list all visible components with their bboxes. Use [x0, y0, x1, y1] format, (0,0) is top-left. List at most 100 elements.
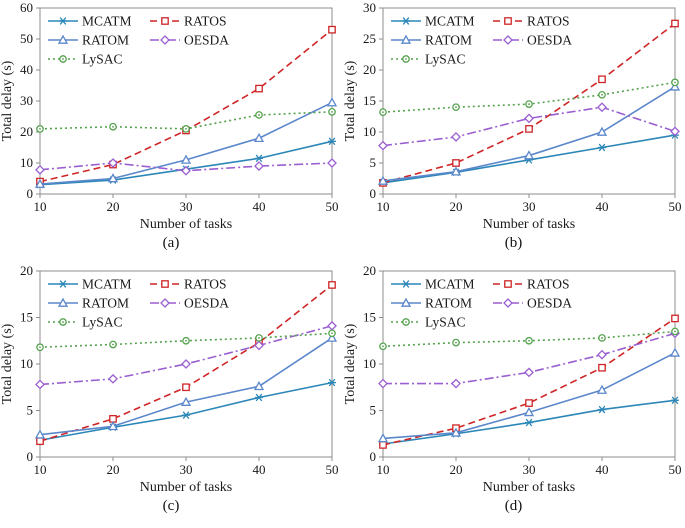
legend-item-MCATM: MCATM	[48, 14, 132, 29]
series-OESDA	[35, 320, 337, 390]
legend-label: MCATM	[82, 277, 132, 292]
legend-item-LySAC: LySAC	[48, 52, 123, 67]
y-tick-label: 30	[363, 2, 376, 15]
x-axis-label: Number of tasks	[140, 480, 233, 495]
x-tick-label: 40	[595, 199, 608, 214]
y-tick-label: 20	[20, 265, 33, 278]
y-tick-label: 0	[369, 186, 376, 201]
y-tick-label: 50	[20, 31, 33, 46]
legend-item-OESDA: OESDA	[150, 33, 229, 48]
y-tick-label: 20	[363, 265, 376, 278]
y-tick-label: 10	[20, 356, 33, 371]
legend-label: RATOS	[527, 277, 570, 292]
y-tick-label: 20	[20, 124, 33, 139]
subplot-caption-c: (c)	[162, 498, 180, 514]
series-LySAC	[378, 78, 679, 117]
legend-label: OESDA	[527, 33, 572, 48]
legend-label: RATOS	[527, 14, 570, 29]
y-tick-label: 15	[363, 93, 376, 108]
y-axis-label: Total delay (s)	[343, 60, 358, 141]
x-tick-label: 40	[253, 199, 266, 214]
legend-item-RATOM: RATOM	[48, 296, 129, 311]
legend-item-LySAC: LySAC	[48, 315, 123, 330]
legend-item-OESDA: OESDA	[492, 296, 572, 311]
chart-c-canvas: 0 5 10 15 20 10 20 30 40 50 Number of tasks Total d…	[0, 265, 339, 495]
legend-item-LySAC: LySAC	[390, 52, 465, 67]
y-tick-label: 5	[27, 403, 34, 418]
y-tick-label: 10	[363, 124, 376, 139]
x-tick-label: 20	[107, 462, 120, 477]
legend-label: RATOM	[425, 33, 472, 48]
x-tick-label: 20	[107, 199, 120, 214]
y-tick-label: 15	[363, 310, 376, 325]
x-tick-label: 20	[449, 199, 462, 214]
x-tick-label: 30	[180, 462, 193, 477]
axes: 0 5 10 15 20 10 20 30 40 50	[363, 265, 682, 477]
legend-label: OESDA	[527, 296, 572, 311]
subplot-d: 0 5 10 15 20 10 20 30 40 50 Number of tasks Total d…	[342, 265, 685, 516]
x-tick-label: 30	[180, 199, 193, 214]
legend-label: MCATM	[425, 277, 475, 292]
subplot-a: 0 10 20 30 40 50 60 10 20 30 40 50 Number of tasks To…	[0, 2, 342, 253]
figure-grid: 0 10 20 30 40 50 60 10 20 30 40 50 Number of tasks To…	[0, 2, 685, 516]
y-axis-label: Total delay (s)	[343, 323, 358, 404]
y-tick-label: 40	[20, 62, 33, 77]
x-tick-label: 50	[668, 462, 681, 477]
legend-label: RATOS	[184, 14, 227, 29]
x-tick-label: 40	[253, 462, 266, 477]
series-OESDA	[377, 102, 680, 151]
x-tick-label: 50	[326, 462, 339, 477]
x-axis-label: Number of tasks	[482, 480, 575, 495]
legend-item-RATOM: RATOM	[48, 33, 129, 48]
legend-item-OESDA: OESDA	[492, 33, 572, 48]
legend-label: LySAC	[82, 315, 123, 330]
subplot-caption-b: (b)	[504, 235, 523, 251]
subplot-b: 0 5 10 15 20 25 30 10 20 30 40 50 Number of tasks Tot…	[342, 2, 685, 253]
legend-label: OESDA	[184, 33, 229, 48]
x-tick-label: 20	[449, 462, 462, 477]
legend-item-OESDA: OESDA	[150, 296, 229, 311]
x-tick-label: 30	[522, 462, 535, 477]
y-tick-label: 30	[20, 93, 33, 108]
legend-item-RATOS: RATOS	[150, 277, 227, 292]
series-RATOS	[378, 19, 679, 187]
legend-item-LySAC: LySAC	[390, 315, 466, 330]
x-tick-label: 10	[376, 462, 389, 477]
subplot-caption-d: (d)	[504, 498, 523, 514]
x-tick-label: 10	[34, 199, 47, 214]
legend-item-MCATM: MCATM	[48, 277, 132, 292]
x-axis-label: Number of tasks	[140, 217, 233, 232]
legend-label: RATOM	[82, 296, 129, 311]
legend-item-RATOS: RATOS	[492, 14, 570, 29]
series-RATOM	[34, 332, 338, 439]
legend-label: MCATM	[82, 14, 132, 29]
legend-label: LySAC	[82, 52, 123, 67]
y-tick-label: 10	[20, 155, 33, 170]
legend-item-RATOS: RATOS	[150, 14, 227, 29]
series-LySAC	[378, 327, 679, 351]
y-axis-label: Total delay (s)	[0, 60, 15, 141]
legend-label: MCATM	[425, 14, 475, 29]
subplot-caption-a: (a)	[162, 235, 180, 251]
subplot-c: 0 5 10 15 20 10 20 30 40 50 Number of tasks Total d…	[0, 265, 342, 516]
legend-label: LySAC	[425, 315, 466, 330]
x-tick-label: 50	[668, 199, 681, 214]
x-tick-label: 50	[326, 199, 339, 214]
y-tick-label: 60	[20, 2, 33, 15]
series-LySAC	[36, 108, 336, 133]
axes: 0 5 10 15 20 10 20 30 40 50	[20, 265, 339, 477]
series-RATOM	[377, 81, 680, 185]
y-tick-label: 20	[363, 62, 376, 77]
legend-label: RATOM	[82, 33, 129, 48]
y-tick-label: 0	[27, 449, 34, 464]
series-LySAC	[36, 329, 336, 352]
series-RATOM	[34, 97, 338, 188]
x-tick-label: 10	[34, 462, 47, 477]
y-tick-label: 5	[369, 155, 376, 170]
y-tick-label: 15	[20, 310, 33, 325]
y-axis-label: Total delay (s)	[0, 323, 15, 404]
legend-item-RATOM: RATOM	[390, 296, 472, 311]
x-tick-label: 30	[522, 199, 535, 214]
